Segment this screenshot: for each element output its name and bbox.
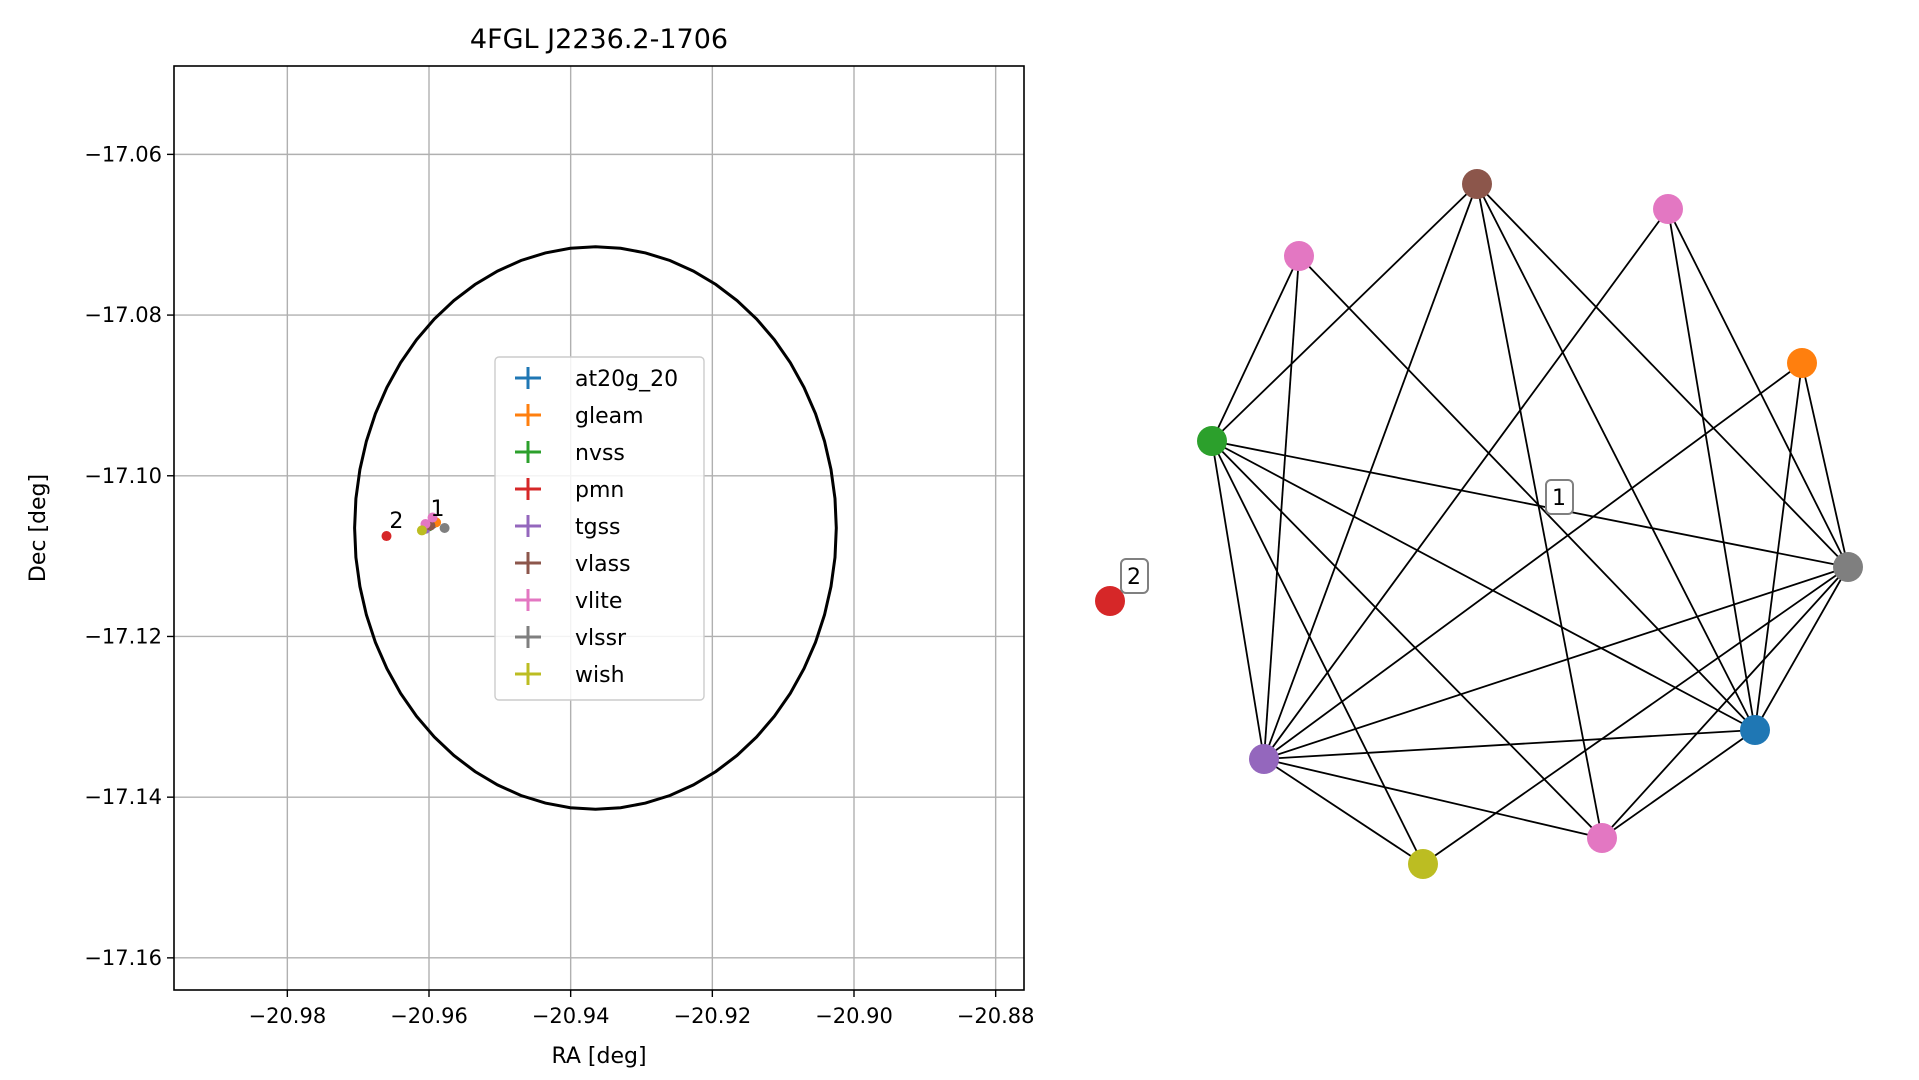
y-tick-label: −17.12 (84, 624, 162, 648)
node-orange (1787, 348, 1817, 378)
y-tick-label: −17.08 (84, 303, 162, 327)
edge-gray-blue (1754, 566, 1849, 731)
edge-blue-purple (1263, 729, 1756, 760)
legend-label: vlssr (575, 626, 627, 651)
label-box (1120, 558, 1149, 594)
network-nodes (1095, 169, 1863, 879)
y-tick-label: −17.14 (84, 785, 162, 809)
legend-entry-gleam: gleam (515, 404, 644, 429)
node-pink_top (1653, 194, 1683, 224)
point-wish (416, 525, 427, 536)
axes-frame (173, 65, 1025, 991)
node-red (1095, 586, 1125, 616)
network-label-2: 2 (1120, 558, 1149, 594)
legend-entry-nvss: nvss (515, 441, 625, 466)
edge-purple-pink_bottom (1263, 758, 1603, 839)
edge-gray-olive (1422, 566, 1849, 865)
node-brown (1462, 169, 1492, 199)
edge-orange-gray (1801, 362, 1849, 568)
edge-gray-pink_bottom (1601, 566, 1849, 839)
plot-title: 4FGL J2236.2-1706 (470, 24, 728, 55)
edge-blue-pink_bottom (1601, 729, 1756, 839)
edge-green-gray (1211, 440, 1849, 568)
legend-label: nvss (575, 441, 625, 466)
group-label-2: 2 (389, 509, 403, 534)
edge-pink_top-gray (1667, 208, 1849, 568)
point-vlssr (439, 523, 450, 533)
edge-brown-blue (1476, 183, 1756, 731)
network-edges (1211, 183, 1849, 865)
edge-green-purple (1211, 440, 1265, 760)
edge-orange-purple (1263, 362, 1803, 760)
edge-brown-green (1211, 183, 1478, 442)
source-points (381, 512, 450, 542)
legend-label: tgss (575, 515, 621, 540)
node-pink_bottom (1587, 823, 1617, 853)
sky-position-plot: 4FGL J2236.2-1706 12 −20.98 −20.96 −20.94−… (26, 24, 1035, 1069)
edge-pink_left-purple (1263, 255, 1300, 760)
legend-entry-vlite: vlite (515, 589, 622, 614)
node-olive (1408, 849, 1438, 879)
edge-green-pink_bottom (1211, 440, 1603, 839)
edge-brown-pink_bottom (1476, 183, 1603, 839)
edge-pink_left-blue (1298, 255, 1756, 731)
node-blue (1740, 715, 1770, 745)
x-tick-label: −20.90 (815, 1004, 893, 1028)
y-tick-label: −17.06 (84, 142, 162, 166)
x-tick-label: −20.88 (957, 1004, 1035, 1028)
uncertainty-ellipse (353, 245, 838, 811)
node-gray (1833, 552, 1863, 582)
edge-orange-blue (1754, 362, 1803, 731)
x-tick-label: −20.92 (673, 1004, 751, 1028)
edge-green-olive (1211, 440, 1424, 865)
x-tick-label: −20.94 (532, 1004, 610, 1028)
network-label-1: 1 (1545, 479, 1574, 515)
edge-purple-olive (1263, 758, 1424, 865)
legend-entry-at20g_20: at20g_20 (515, 367, 678, 392)
group-label-1: 1 (431, 497, 445, 522)
x-tick-label: −20.98 (248, 1004, 326, 1028)
y-axis-label: Dec [deg] (26, 474, 51, 582)
crossmatch-network: 12 (1095, 169, 1863, 879)
legend-label: at20g_20 (575, 367, 678, 392)
y-tick-label: −17.16 (84, 946, 162, 970)
point-pmn (381, 531, 392, 542)
label-box (1545, 479, 1574, 515)
y-tick-label: −17.10 (84, 464, 162, 488)
legend-label: wish (575, 663, 625, 688)
legend-entry-wish: wish (515, 663, 625, 688)
legend-entry-pmn: pmn (515, 478, 624, 503)
edge-gray-purple (1263, 566, 1849, 760)
label-text: 1 (1552, 486, 1566, 511)
legend-label: gleam (575, 404, 644, 429)
x-tick-label: −20.96 (390, 1004, 468, 1028)
legend-box (494, 356, 705, 701)
legend-entry-vlssr: vlssr (515, 626, 627, 651)
node-purple (1249, 744, 1279, 774)
network-labels: 12 (1120, 479, 1574, 594)
label-text: 2 (1127, 565, 1141, 590)
axis-ticks: −20.98 −20.96 −20.94 −20.92 −20.90 −20.88 −17.… (84, 142, 1034, 1028)
legend-label: vlite (575, 589, 622, 614)
point-vlite (427, 512, 438, 523)
edge-pink_top-purple (1263, 208, 1669, 760)
point-annotations: 12 (389, 497, 444, 534)
edge-brown-gray (1476, 183, 1849, 568)
legend-entry-vlass: vlass (515, 552, 631, 577)
x-axis-label: RA [deg] (551, 1044, 646, 1069)
node-pink_left (1284, 241, 1314, 271)
legend-label: vlass (575, 552, 631, 577)
edge-green-blue (1211, 440, 1756, 731)
legend-entry-tgss: tgss (515, 515, 621, 540)
node-green (1197, 426, 1227, 456)
legend-label: pmn (575, 478, 624, 503)
edge-pink_left-green (1211, 255, 1300, 442)
